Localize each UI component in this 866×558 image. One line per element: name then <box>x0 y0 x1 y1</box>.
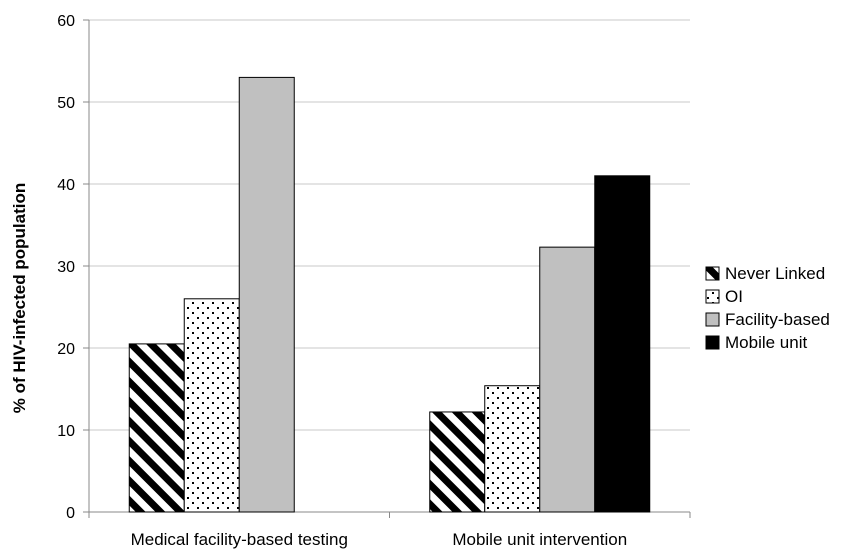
y-axis-title: % of HIV-infected population <box>10 183 29 413</box>
bar-mobile-unit <box>594 175 651 513</box>
legend-label: Mobile unit <box>725 333 807 352</box>
legend-label: Never Linked <box>725 264 825 283</box>
bar-oi <box>484 385 541 513</box>
y-tick-label: 20 <box>57 341 75 358</box>
y-tick-label: 0 <box>66 505 75 522</box>
bar-facility-based <box>539 246 596 513</box>
x-category-label: Medical facility-based testing <box>131 530 348 549</box>
y-tick-label: 50 <box>57 95 75 112</box>
legend-item: Facility-based <box>705 310 830 329</box>
bar-never-linked <box>128 343 185 513</box>
bars <box>128 76 651 513</box>
bar-oi <box>183 298 240 513</box>
y-tick-label: 40 <box>57 177 75 194</box>
axis-labels: 0 10 20 30 40 50 60 Medical facility-based test… <box>57 13 627 549</box>
y-tick-label: 60 <box>57 13 75 30</box>
legend-swatch <box>705 266 720 281</box>
legend-swatch <box>705 312 720 327</box>
legend-swatch <box>705 335 720 350</box>
legend-item: Never Linked <box>705 264 825 283</box>
legend-swatch <box>705 289 720 304</box>
bar-never-linked <box>429 411 486 513</box>
legend-label: Facility-based <box>725 310 830 329</box>
legend-label: OI <box>725 287 743 306</box>
y-tick-label: 30 <box>57 259 75 276</box>
legend-item: Mobile unit <box>705 333 807 352</box>
bar-facility-based <box>238 76 295 513</box>
legend-item: OI <box>705 287 743 306</box>
legend: Never Linked OI Facility-based Mobile unit <box>705 264 830 352</box>
x-category-label: Mobile unit intervention <box>452 530 627 549</box>
y-tick-label: 10 <box>57 423 75 440</box>
